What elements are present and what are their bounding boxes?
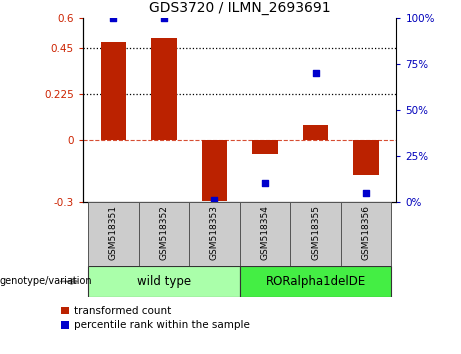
- Point: [110, 15, 117, 21]
- Bar: [88, 202, 139, 266]
- Text: GSM518351: GSM518351: [109, 205, 118, 260]
- Bar: [151, 38, 177, 141]
- Bar: [290, 202, 341, 266]
- Point: [160, 15, 167, 21]
- Bar: [252, 141, 278, 154]
- Bar: [303, 125, 328, 141]
- Text: GSM518355: GSM518355: [311, 205, 320, 260]
- Title: GDS3720 / ILMN_2693691: GDS3720 / ILMN_2693691: [149, 1, 331, 15]
- Point: [261, 181, 269, 186]
- Bar: [100, 42, 126, 141]
- Point: [312, 70, 319, 76]
- Text: wild type: wild type: [137, 275, 191, 288]
- Point: [362, 190, 370, 195]
- Text: GSM518353: GSM518353: [210, 205, 219, 260]
- Bar: [202, 141, 227, 201]
- Bar: [341, 202, 391, 266]
- Text: GSM518354: GSM518354: [260, 205, 270, 260]
- Bar: [354, 141, 379, 175]
- Point: [211, 197, 218, 203]
- Bar: [240, 202, 290, 266]
- Bar: [189, 202, 240, 266]
- Text: GSM518356: GSM518356: [361, 205, 371, 260]
- Bar: [240, 266, 391, 297]
- Text: GSM518352: GSM518352: [160, 205, 168, 260]
- Bar: [139, 202, 189, 266]
- Text: RORalpha1delDE: RORalpha1delDE: [266, 275, 366, 288]
- Legend: transformed count, percentile rank within the sample: transformed count, percentile rank withi…: [60, 306, 250, 330]
- Text: genotype/variation: genotype/variation: [0, 276, 93, 286]
- Bar: [88, 266, 240, 297]
